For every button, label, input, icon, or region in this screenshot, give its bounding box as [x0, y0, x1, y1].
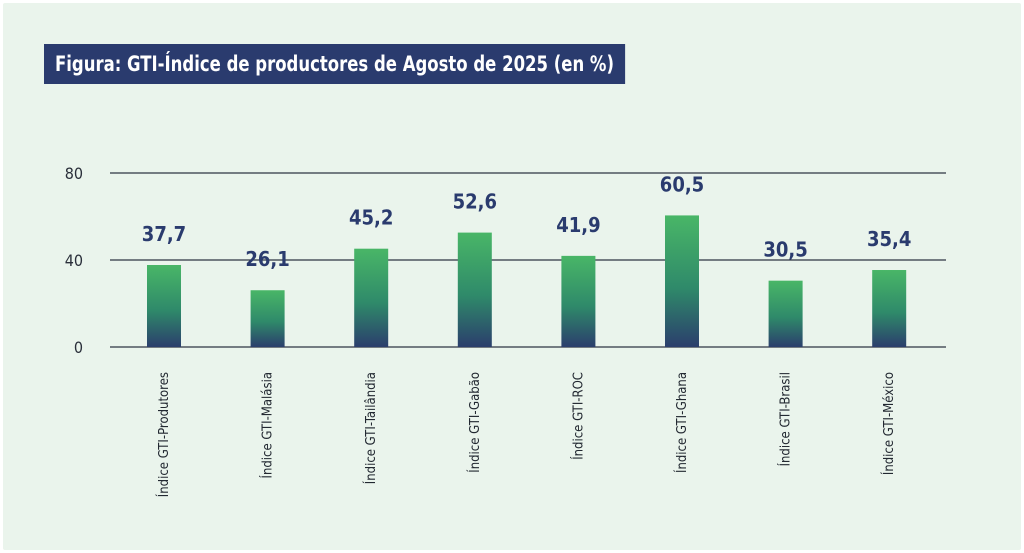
x-tick-label: Índice GTI-México [881, 372, 897, 475]
labels: 0 40 80 37,7 Índice GTI-Produtores 26,1 Índice… [65, 164, 912, 497]
x-tick-label: Índice GTI-Tailândia [363, 372, 379, 484]
x-tick-label: Índice GTI-Malásia [260, 372, 276, 478]
bar [354, 248, 389, 347]
bar [665, 215, 699, 347]
x-tick-label: Índice GTI-Produtores [156, 372, 172, 497]
x-tick-label: Índice GTI-Brasil [778, 372, 794, 466]
bar [147, 265, 181, 347]
x-tick-label: Índice GTI-Gabão [467, 372, 483, 473]
chart-title: Figura: GTI-Índice de productores de Ago… [44, 44, 625, 84]
data-label: 30,5 [763, 238, 807, 262]
y-tick-label: 80 [65, 164, 83, 183]
x-tick-label: Índice GTI-Ghana [674, 372, 690, 473]
data-label: 60,5 [660, 172, 704, 196]
y-tick-label: 0 [74, 338, 83, 357]
data-label: 41,9 [556, 213, 600, 237]
bar [768, 280, 803, 347]
bar [561, 255, 596, 347]
x-tick-label: Índice GTI-ROC [570, 372, 586, 460]
bar [250, 290, 285, 347]
data-label: 45,2 [349, 206, 393, 230]
data-label: 37,7 [142, 222, 186, 246]
data-label: 26,1 [245, 247, 289, 271]
bar [872, 270, 907, 347]
grid-lines [110, 172, 946, 348]
data-label: 52,6 [453, 190, 497, 214]
data-label: 35,4 [867, 227, 911, 251]
y-tick-label: 40 [65, 251, 83, 270]
bars [147, 215, 907, 347]
bar [457, 232, 492, 347]
